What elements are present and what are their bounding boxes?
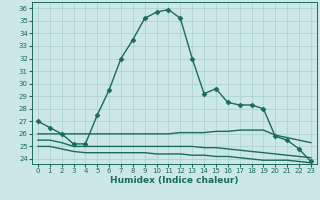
X-axis label: Humidex (Indice chaleur): Humidex (Indice chaleur) [110,176,239,185]
